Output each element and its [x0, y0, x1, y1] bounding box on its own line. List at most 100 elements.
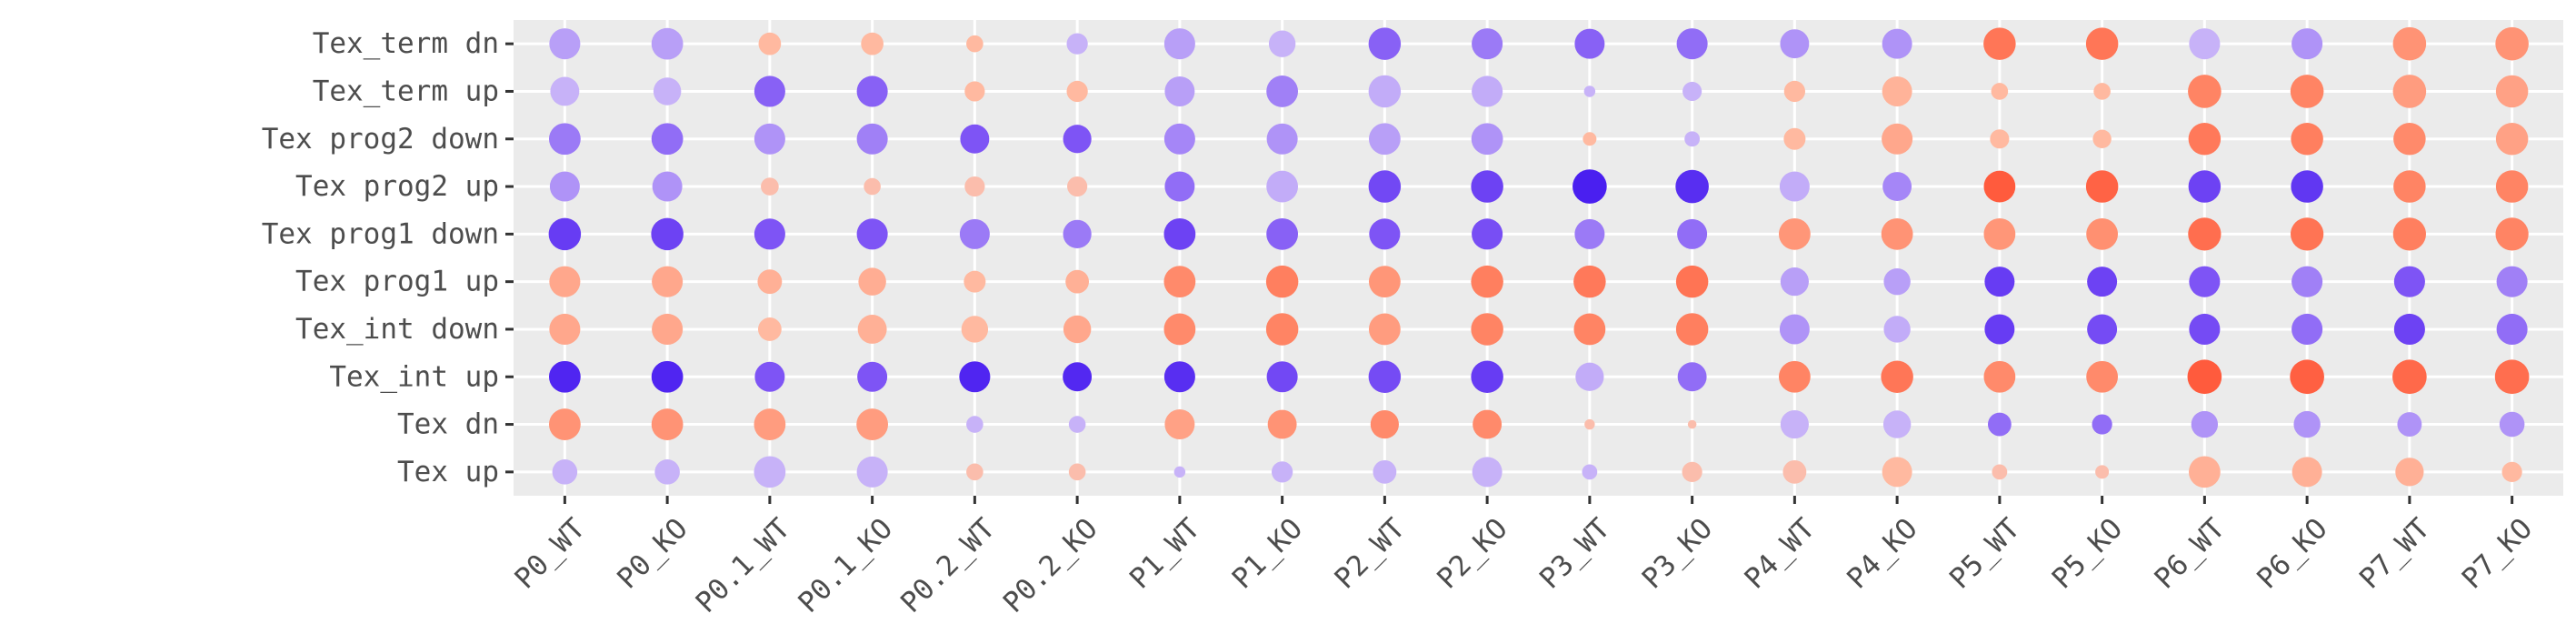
dot-mark [2495, 122, 2529, 156]
dot-mark [1163, 266, 1196, 298]
dot-mark [757, 269, 783, 295]
dot-mark [549, 28, 581, 60]
dot-mark [856, 123, 888, 155]
dot-mark [2188, 217, 2222, 251]
dot-mark [2393, 266, 2425, 297]
dot-mark [548, 360, 581, 393]
dot-mark [2095, 465, 2110, 479]
dot-mark [754, 361, 785, 392]
dot-mark [1472, 457, 1503, 488]
dot-mark [1983, 27, 2016, 60]
dot-mark [2188, 456, 2221, 488]
dot-mark [2499, 411, 2525, 438]
dot-mark [1472, 28, 1503, 60]
dot-mark [2085, 170, 2119, 203]
dot-mark [1368, 170, 1402, 203]
dot-mark [552, 459, 578, 485]
dot-mark [2392, 359, 2427, 395]
dot-mark [2496, 266, 2528, 297]
dot-mark [1675, 313, 1709, 346]
dot-mark [1368, 75, 1402, 108]
dot-mark [1063, 315, 1092, 344]
y-tick-label: Tex prog2 up [295, 170, 499, 203]
y-tick-label: Tex_int up [329, 360, 499, 393]
dot-mark [857, 314, 887, 344]
dot-mark [1992, 464, 2008, 480]
dot-mark [549, 171, 580, 202]
dot-mark [1471, 123, 1503, 156]
dot-mark [1779, 171, 1810, 202]
dot-mark [856, 75, 888, 107]
dot-mark [2395, 458, 2424, 487]
dot-mark [2191, 410, 2219, 438]
dot-mark [1370, 409, 1399, 439]
dot-mark [1990, 129, 2010, 149]
dot-mark [653, 77, 682, 106]
y-tick-label: Tex up [397, 456, 499, 488]
y-tick-label: Tex prog1 up [295, 266, 499, 298]
dot-mark [2187, 359, 2222, 395]
y-tick-label: Tex prog1 down [262, 217, 499, 250]
dot-mark [960, 124, 990, 154]
dot-mark [1063, 125, 1092, 154]
dot-mark [2501, 461, 2522, 482]
dot-mark [1676, 28, 1708, 60]
dot-mark [1574, 218, 1605, 249]
dot-mark [548, 123, 581, 156]
dot-mark [856, 218, 888, 250]
y-axis: Tex up Tex dn Tex_int up Tex_int down Tex pr… [262, 27, 514, 488]
dot-mark [1368, 27, 1402, 60]
dot-mark [1067, 176, 1088, 197]
dot-mark [761, 177, 779, 196]
y-tick-label: Tex_term dn [313, 27, 499, 60]
dot-mark [1471, 170, 1503, 203]
dot-mark [1783, 80, 1806, 103]
dot-mark [652, 313, 684, 345]
dot-mark [1883, 267, 1911, 296]
dot-mark [1881, 360, 1913, 394]
dot-mark [2092, 129, 2112, 148]
dot-mark [1368, 123, 1401, 156]
dot-mark [548, 217, 582, 251]
dot-mark [966, 463, 983, 481]
dot-mark [754, 408, 786, 440]
dot-mark [1266, 123, 1298, 155]
dot-mark [1882, 75, 1912, 106]
dot-mark [2291, 313, 2323, 345]
dot-mark [2188, 122, 2222, 156]
dot-mark [1983, 170, 2016, 203]
dot-mark [1368, 313, 1401, 346]
dot-mark [1882, 410, 1912, 438]
dot-mark [754, 218, 785, 250]
dot-mark [1675, 169, 1709, 204]
dot-mark [651, 123, 684, 156]
dot-mark [1882, 123, 1913, 155]
dot-mark [1583, 86, 1596, 97]
dot-mark [1471, 313, 1503, 346]
dot-mark [1265, 313, 1299, 346]
dot-mark [754, 456, 786, 488]
dot-mark [1063, 362, 1093, 392]
dot-mark [1573, 265, 1606, 298]
dot-mark [858, 267, 886, 296]
dot-mark [754, 75, 785, 107]
plot-panel [514, 20, 2563, 496]
dot-mark [1369, 218, 1401, 250]
dot-mark [1473, 409, 1503, 439]
dot-mark [2086, 360, 2119, 393]
dot-mark [1779, 314, 1810, 345]
dot-mark [1368, 360, 1402, 394]
dot-mark [2393, 313, 2425, 345]
dot-mark [1068, 416, 1086, 433]
dot-mark [1882, 457, 1912, 488]
dot-mark [1783, 127, 1806, 150]
dot-mark [651, 217, 684, 251]
dot-mark [2291, 122, 2323, 156]
dot-mark [652, 171, 683, 202]
dot-mark [1687, 419, 1697, 429]
dot-mark [1472, 75, 1503, 107]
dot-mark [651, 408, 684, 440]
dot-mark [1163, 313, 1196, 346]
